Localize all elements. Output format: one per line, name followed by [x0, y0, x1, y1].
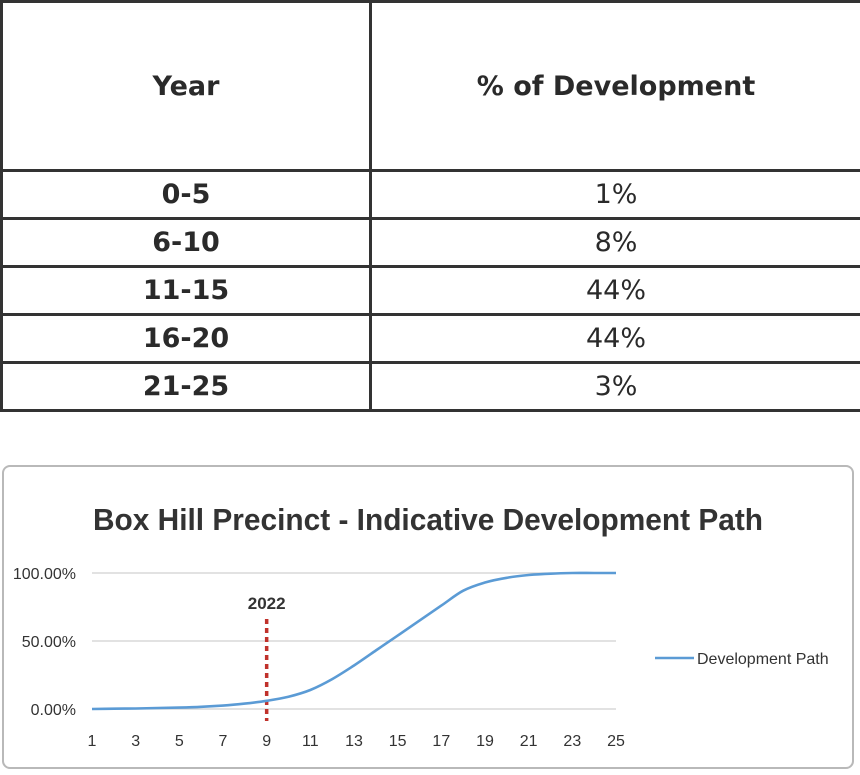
chart-title: Box Hill Precinct - Indicative Developme… — [93, 502, 763, 537]
y-tick-label: 100.00% — [13, 566, 76, 583]
table-row: 6-10 8% — [0, 217, 860, 268]
percent-cell: 44% — [369, 313, 860, 364]
year-cell: 11-15 — [0, 265, 372, 316]
y-tick-label: 50.00% — [22, 634, 76, 651]
percent-cell: 1% — [369, 169, 860, 220]
x-tick-label: 1 — [88, 733, 97, 750]
x-tick-label: 5 — [175, 733, 184, 750]
year-cell: 6-10 — [0, 217, 372, 268]
x-tick-label: 19 — [476, 733, 494, 750]
table-row: 0-5 1% — [0, 169, 860, 220]
percent-cell: 8% — [369, 217, 860, 268]
year-cell: 0-5 — [0, 169, 372, 220]
chart-frame — [2, 465, 854, 769]
x-tick-label: 25 — [607, 733, 625, 750]
table-header-row: Year % of Development — [0, 0, 860, 172]
x-tick-label: 13 — [345, 733, 363, 750]
series-line-development-path — [91, 571, 616, 711]
x-tick-label: 15 — [389, 733, 407, 750]
percent-cell: 44% — [369, 265, 860, 316]
x-tick-label: 3 — [131, 733, 140, 750]
table-row: 16-20 44% — [0, 313, 860, 364]
x-tick-label: 7 — [219, 733, 228, 750]
table-row: 11-15 44% — [0, 265, 860, 316]
x-tick-label: 11 — [302, 733, 319, 750]
x-tick-label: 23 — [563, 733, 581, 750]
x-tick-label: 9 — [262, 733, 271, 750]
x-tick-label: 17 — [432, 733, 450, 750]
year-cell: 21-25 — [0, 361, 372, 412]
year-column-header: Year — [0, 0, 372, 172]
table-row: 21-25 3% — [0, 361, 860, 412]
x-tick-label: 21 — [520, 733, 538, 750]
percent-column-header: % of Development — [369, 0, 860, 172]
legend-label: Development Path — [697, 651, 829, 668]
percent-cell: 3% — [369, 361, 860, 412]
y-tick-label: 0.00% — [31, 702, 76, 719]
annotation-label: 2022 — [248, 594, 286, 613]
year-cell: 16-20 — [0, 313, 372, 364]
development-table: Year % of Development 0-5 1% 6-10 8% 11-… — [0, 0, 860, 412]
